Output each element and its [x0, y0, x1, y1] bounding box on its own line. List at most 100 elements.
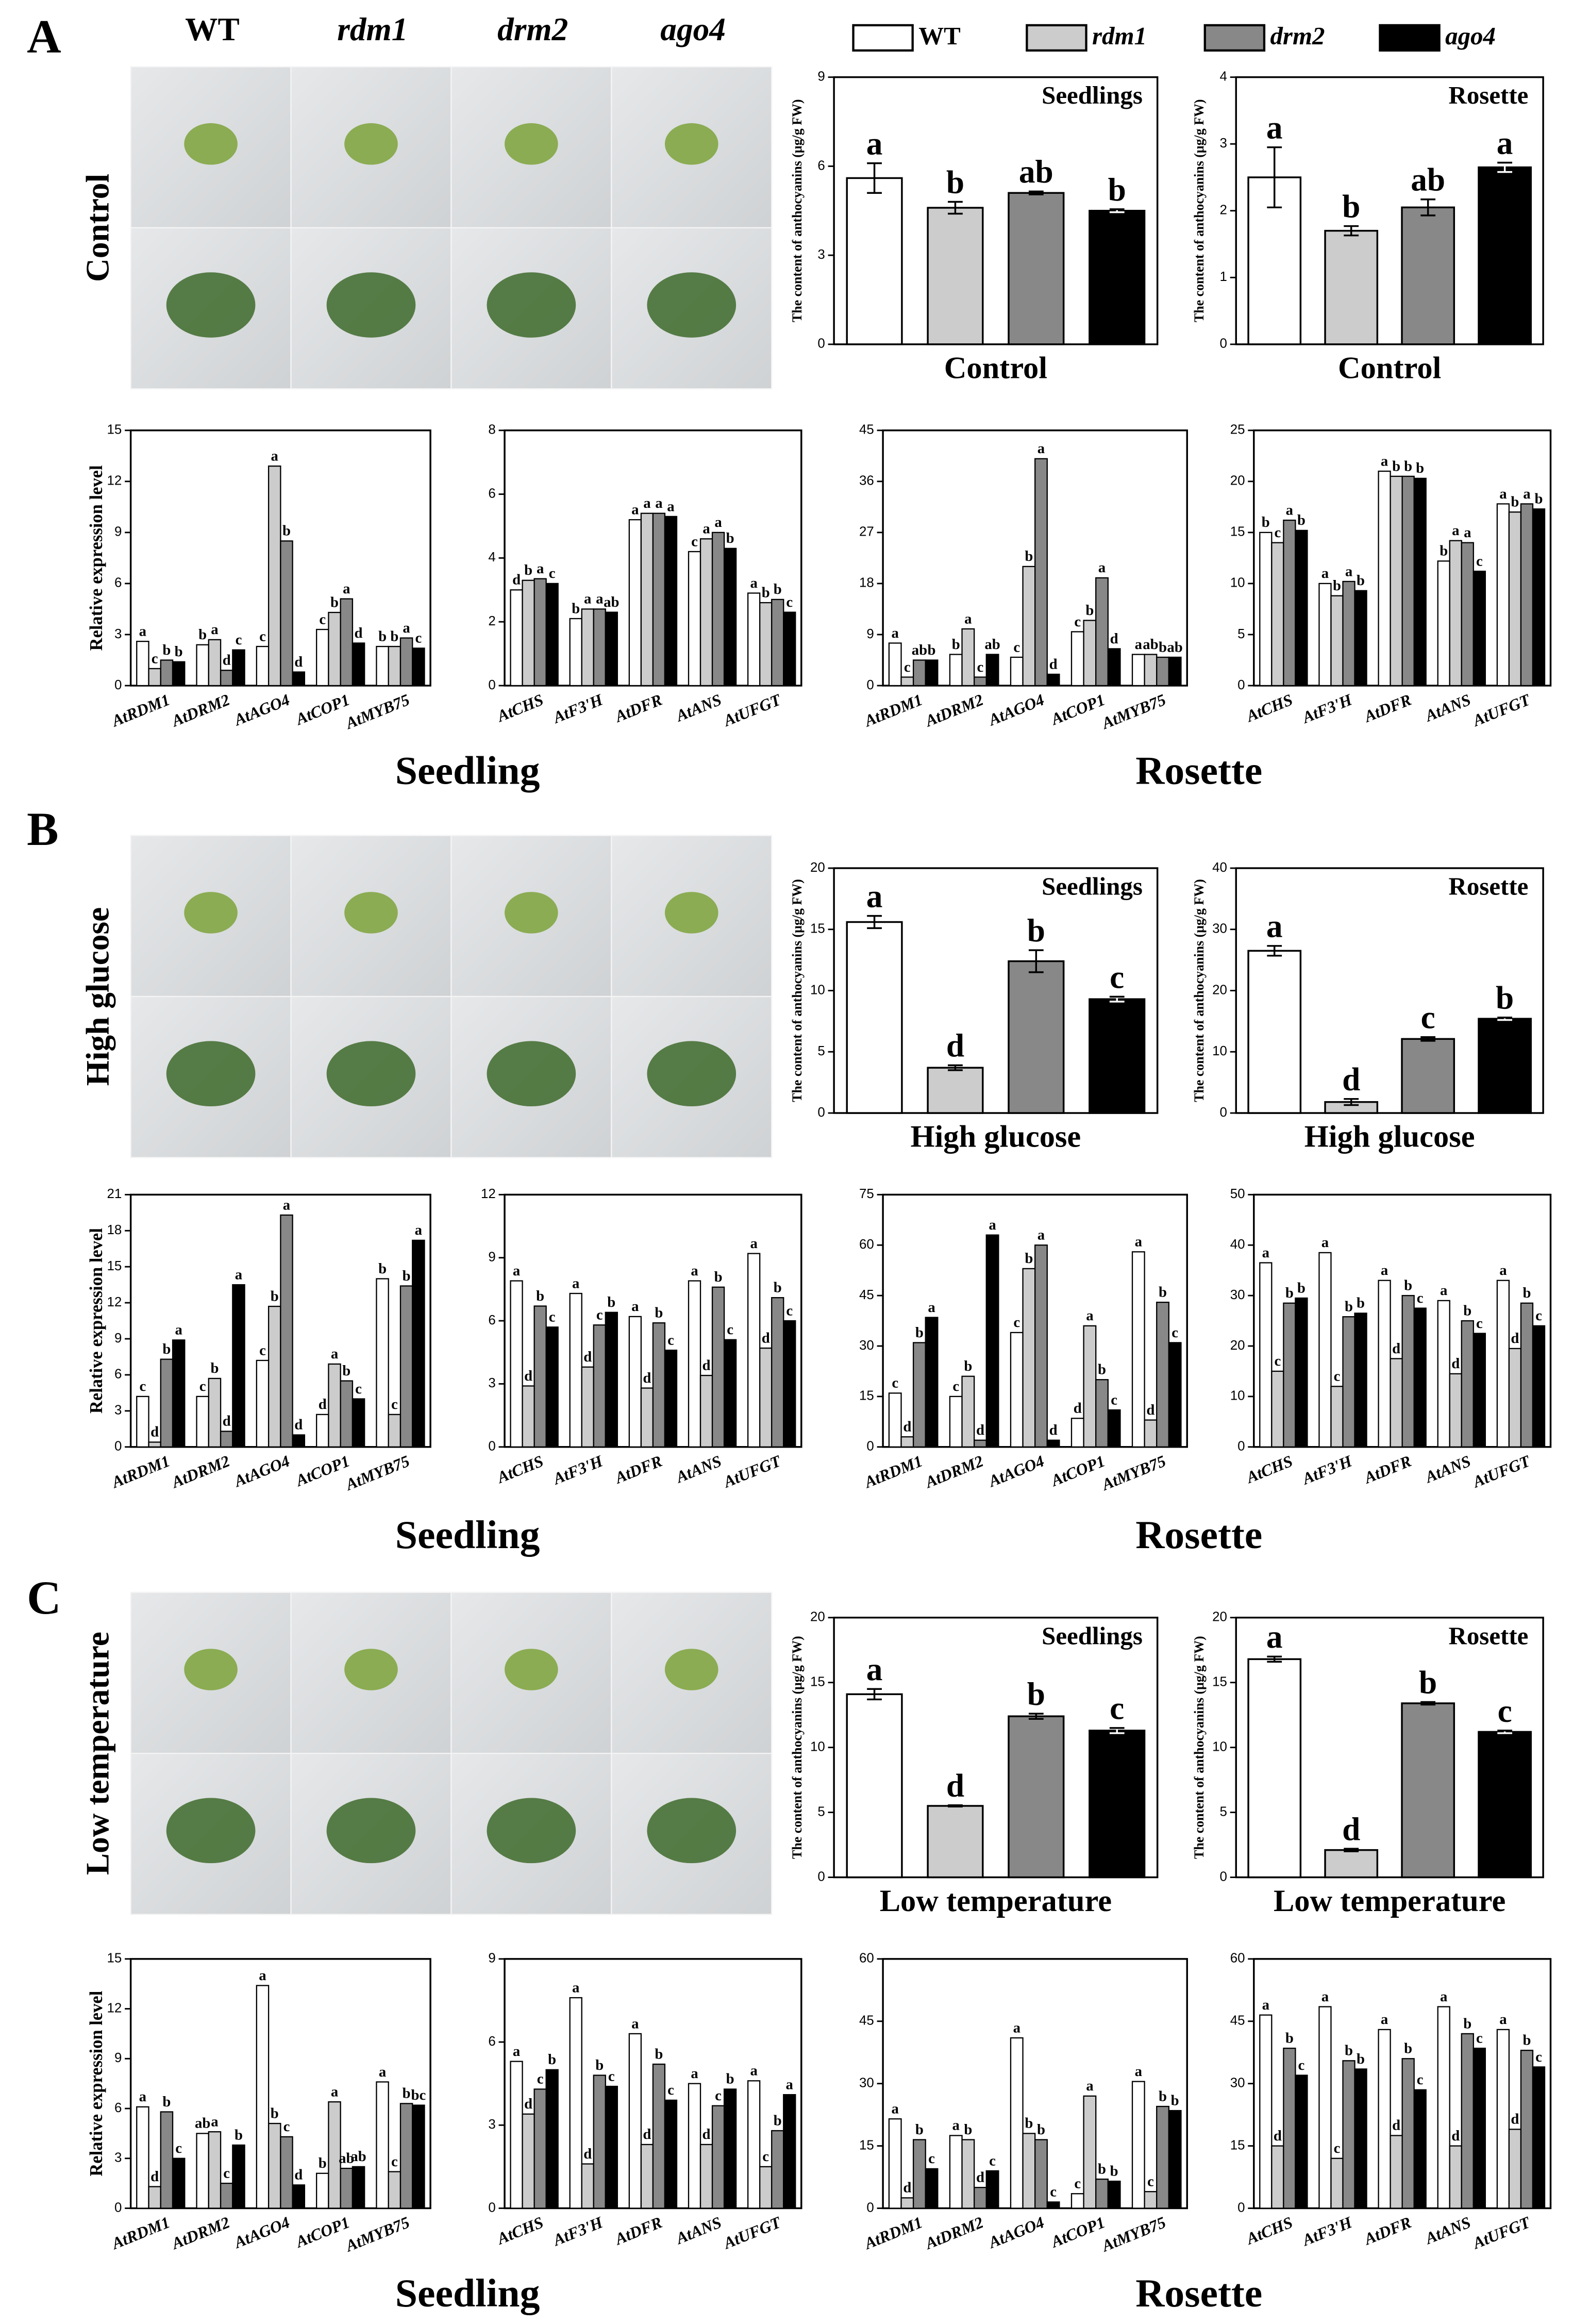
significance-letter: d	[1342, 1061, 1360, 1098]
y-tick-label: 9	[488, 1250, 495, 1265]
bar	[1022, 2133, 1036, 2209]
bar	[1472, 1333, 1486, 1448]
y-tick-label: 3	[488, 1376, 495, 1390]
significance-letter: d	[1342, 1811, 1360, 1847]
x-axis-label: Control	[1338, 351, 1441, 386]
photo-label: WT	[185, 11, 240, 47]
bar	[316, 628, 329, 687]
chart-title: Seedlings	[1042, 872, 1143, 901]
bar	[1095, 2178, 1109, 2209]
plant-shape	[326, 1041, 416, 1107]
plant-shape	[664, 892, 718, 934]
significance-letter: c	[1476, 2030, 1483, 2046]
significance-letter: a	[1098, 559, 1106, 576]
stage-label: Rosette	[1135, 749, 1262, 793]
significance-letter: b	[1440, 543, 1448, 559]
bar	[1022, 1268, 1036, 1448]
significance-letter: a	[1464, 524, 1471, 541]
bar	[605, 1312, 618, 1448]
bar	[340, 598, 354, 687]
bar	[1342, 1316, 1356, 1448]
stage-label: Seedling	[395, 2271, 540, 2315]
significance-letter: a	[786, 2076, 793, 2093]
significance-letter: c	[1110, 959, 1124, 995]
significance-letter: b	[1285, 2030, 1294, 2046]
significance-letter: b	[572, 600, 580, 617]
x-tick-label: AtCHS	[494, 691, 546, 726]
y-tick-label: 60	[1230, 1951, 1245, 1966]
y-tick-label: 9	[114, 1331, 122, 1346]
y-tick-label: 30	[1230, 2076, 1245, 2090]
bar	[328, 611, 341, 687]
bar	[1070, 631, 1084, 687]
y-tick-label: 20	[1230, 474, 1245, 488]
significance-letter: a	[866, 126, 883, 162]
plant-shape	[647, 1798, 737, 1864]
significance-letter: b	[1496, 980, 1514, 1016]
significance-letter: b	[1025, 548, 1033, 565]
x-tick-label: AtMYB75	[1098, 2213, 1168, 2255]
bar	[412, 2104, 425, 2209]
y-tick-label: 12	[107, 474, 122, 488]
bar	[1083, 1325, 1097, 1448]
significance-letter: c	[319, 611, 326, 627]
bar	[628, 2033, 642, 2209]
significance-letter: b	[175, 643, 183, 660]
x-tick-label: AtAGO4	[985, 1452, 1046, 1490]
x-tick-label: AtRDM1	[108, 1452, 172, 1491]
y-tick-label: 0	[1237, 678, 1245, 692]
plant-shape	[664, 123, 718, 165]
bar	[1283, 2047, 1296, 2209]
significance-letter: c	[1074, 613, 1081, 630]
significance-letter: c	[786, 1302, 793, 1319]
bar	[1461, 542, 1474, 687]
x-axis-label: High glucose	[1304, 1120, 1475, 1154]
bar	[1472, 570, 1486, 687]
bar	[1508, 1348, 1522, 1448]
bar	[1247, 1658, 1302, 1879]
significance-letter: b	[524, 562, 532, 578]
significance-letter: b	[403, 1268, 411, 1284]
bar	[533, 2088, 547, 2209]
bar	[1046, 1439, 1060, 1448]
x-tick-label: AtCHS	[1243, 1452, 1295, 1487]
y-tick-label: 5	[1220, 1804, 1227, 1819]
y-tick-label: 0	[1220, 337, 1227, 351]
significance-letter: d	[583, 2146, 592, 2162]
bar	[888, 1392, 902, 1448]
bar	[172, 661, 186, 687]
significance-letter: a	[714, 514, 722, 530]
significance-letter: c	[691, 533, 698, 550]
significance-letter: b	[1463, 2015, 1471, 2032]
significance-letter: d	[946, 1027, 964, 1064]
bar	[1342, 580, 1356, 687]
y-tick-label: 15	[1230, 525, 1245, 539]
significance-letter: b	[1345, 1299, 1353, 1315]
bar	[1034, 1244, 1048, 1448]
significance-letter: c	[549, 565, 556, 582]
bar	[1046, 673, 1060, 687]
y-axis-label: The content of anthocyanins (μg/g FW)	[1192, 99, 1207, 323]
bar	[1283, 1302, 1296, 1448]
significance-letter: b	[378, 1260, 387, 1277]
significance-letter: d	[512, 572, 521, 588]
bar	[1010, 656, 1024, 687]
bar	[1271, 2145, 1284, 2209]
bar	[1259, 2014, 1273, 2209]
bar	[1259, 532, 1273, 687]
y-tick-label: 3	[817, 247, 825, 262]
error-bar	[1267, 146, 1282, 209]
y-axis-label: Relative expression level	[87, 465, 106, 651]
y-tick-label: 0	[488, 2200, 495, 2215]
significance-letter: b	[1098, 2161, 1106, 2177]
bar	[1401, 1038, 1455, 1114]
y-tick-label: 20	[1230, 1338, 1245, 1353]
significance-letter: a	[596, 591, 603, 607]
bar	[136, 2106, 149, 2209]
bar	[522, 1385, 535, 1448]
bar	[1295, 529, 1308, 687]
x-tick-label: AtDRM2	[922, 1452, 986, 1491]
significance-letter: ab	[1411, 162, 1445, 198]
significance-letter: d	[294, 2167, 303, 2183]
bar	[316, 2172, 329, 2209]
